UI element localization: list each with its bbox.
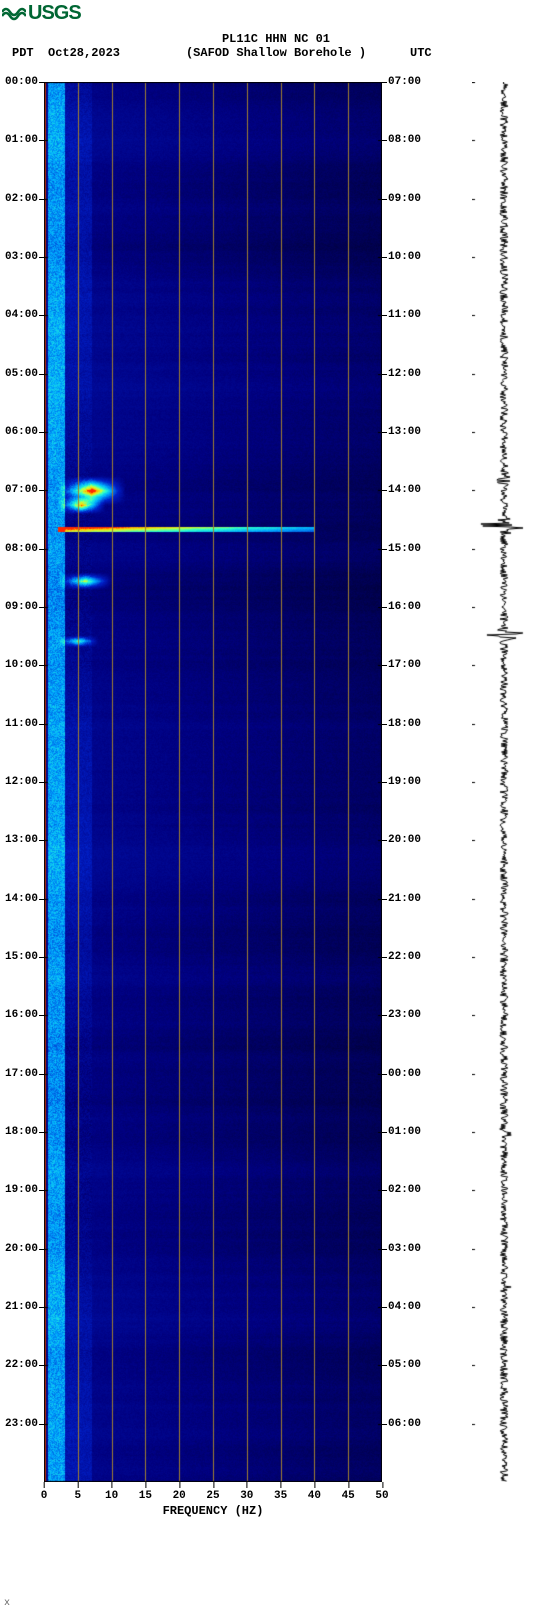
ytick-left: 23:00 <box>5 1418 38 1430</box>
ytick-left: 22:00 <box>5 1359 38 1371</box>
spectrogram-canvas <box>44 82 382 1482</box>
wave-icon <box>2 6 26 22</box>
ytick-right: 00:00 <box>388 1068 421 1080</box>
station-title: PL11C HHN NC 01 <box>0 32 552 46</box>
ytick-right: 10:00 <box>388 251 421 263</box>
timezone-left: PDT <box>12 46 34 60</box>
ytick-right: 02:00 <box>388 1184 421 1196</box>
ytick-left: 20:00 <box>5 1243 38 1255</box>
ytick-left: 04:00 <box>5 309 38 321</box>
xtick: 15 <box>139 1490 152 1502</box>
ytick-left: 16:00 <box>5 1009 38 1021</box>
xtick: 0 <box>41 1490 48 1502</box>
ytick-left: 12:00 <box>5 776 38 788</box>
ytick-left: 18:00 <box>5 1126 38 1138</box>
spectrogram-plot <box>44 82 382 1482</box>
ytick-left: 13:00 <box>5 834 38 846</box>
ytick-right: 18:00 <box>388 718 421 730</box>
ytick-right: 15:00 <box>388 543 421 555</box>
frequency-axis: FREQUENCY (HZ) 05101520253035404550 <box>44 1482 382 1522</box>
ytick-left: 17:00 <box>5 1068 38 1080</box>
left-time-axis: 00:0001:0002:0003:0004:0005:0006:0007:00… <box>0 82 44 1482</box>
ytick-right: 06:00 <box>388 1418 421 1430</box>
ytick-right: 17:00 <box>388 659 421 671</box>
ytick-left: 19:00 <box>5 1184 38 1196</box>
xtick: 35 <box>274 1490 287 1502</box>
ytick-left: 11:00 <box>5 718 38 730</box>
ytick-left: 21:00 <box>5 1301 38 1313</box>
ytick-right: 05:00 <box>388 1359 421 1371</box>
ytick-right: 11:00 <box>388 309 421 321</box>
timezone-right: UTC <box>410 46 432 60</box>
xtick: 20 <box>173 1490 186 1502</box>
xtick: 5 <box>74 1490 81 1502</box>
ytick-right: 14:00 <box>388 484 421 496</box>
ytick-left: 00:00 <box>5 76 38 88</box>
ytick-right: 16:00 <box>388 601 421 613</box>
ytick-left: 07:00 <box>5 484 38 496</box>
ytick-right: 01:00 <box>388 1126 421 1138</box>
ytick-right: 08:00 <box>388 134 421 146</box>
ytick-left: 08:00 <box>5 543 38 555</box>
logo-text: USGS <box>28 2 81 25</box>
ytick-left: 05:00 <box>5 368 38 380</box>
ytick-right: 09:00 <box>388 193 421 205</box>
xtick: 45 <box>342 1490 355 1502</box>
x-axis-label: FREQUENCY (HZ) <box>44 1504 382 1518</box>
ytick-right: 03:00 <box>388 1243 421 1255</box>
xtick: 50 <box>375 1490 388 1502</box>
ytick-right: 07:00 <box>388 76 421 88</box>
ytick-right: 19:00 <box>388 776 421 788</box>
ytick-right: 13:00 <box>388 426 421 438</box>
ytick-right: 23:00 <box>388 1009 421 1021</box>
ytick-right: 12:00 <box>388 368 421 380</box>
ytick-right: 21:00 <box>388 893 421 905</box>
usgs-logo: USGS <box>2 2 81 25</box>
xtick: 25 <box>206 1490 219 1502</box>
ytick-left: 03:00 <box>5 251 38 263</box>
ytick-left: 10:00 <box>5 659 38 671</box>
seismogram-canvas <box>472 82 536 1482</box>
right-time-axis: 07:0008:0009:0010:0011:0012:0013:0014:00… <box>382 82 442 1482</box>
ytick-left: 01:00 <box>5 134 38 146</box>
xtick: 40 <box>308 1490 321 1502</box>
ytick-left: 15:00 <box>5 951 38 963</box>
seismogram-panel <box>472 82 536 1482</box>
ytick-left: 06:00 <box>5 426 38 438</box>
ytick-right: 22:00 <box>388 951 421 963</box>
ytick-left: 02:00 <box>5 193 38 205</box>
xtick: 10 <box>105 1490 118 1502</box>
ytick-left: 14:00 <box>5 893 38 905</box>
ytick-left: 09:00 <box>5 601 38 613</box>
xtick: 30 <box>240 1490 253 1502</box>
ytick-right: 04:00 <box>388 1301 421 1313</box>
ytick-right: 20:00 <box>388 834 421 846</box>
footer-mark: x <box>4 1598 10 1609</box>
date-label: Oct28,2023 <box>48 46 120 60</box>
